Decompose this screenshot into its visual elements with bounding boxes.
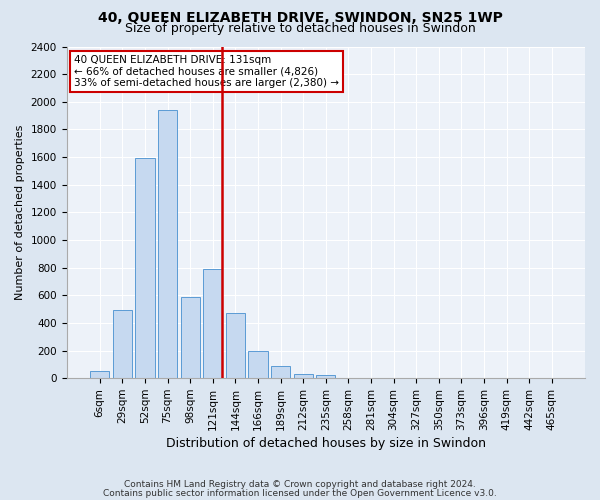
Bar: [248, 352, 268, 378]
Text: 40, QUEEN ELIZABETH DRIVE, SWINDON, SN25 1WP: 40, QUEEN ELIZABETH DRIVE, SWINDON, SN25…: [98, 12, 502, 26]
Bar: [271, 366, 290, 378]
Text: Contains HM Land Registry data © Crown copyright and database right 2024.: Contains HM Land Registry data © Crown c…: [124, 480, 476, 489]
Bar: [113, 310, 132, 378]
Bar: [181, 296, 200, 378]
Bar: [203, 269, 223, 378]
Bar: [158, 110, 177, 378]
Text: 40 QUEEN ELIZABETH DRIVE: 131sqm
← 66% of detached houses are smaller (4,826)
33: 40 QUEEN ELIZABETH DRIVE: 131sqm ← 66% o…: [74, 55, 340, 88]
Text: Size of property relative to detached houses in Swindon: Size of property relative to detached ho…: [125, 22, 475, 35]
Bar: [90, 372, 109, 378]
Bar: [293, 374, 313, 378]
Text: Contains public sector information licensed under the Open Government Licence v3: Contains public sector information licen…: [103, 489, 497, 498]
X-axis label: Distribution of detached houses by size in Swindon: Distribution of detached houses by size …: [166, 437, 486, 450]
Bar: [136, 158, 155, 378]
Bar: [226, 313, 245, 378]
Bar: [316, 376, 335, 378]
Y-axis label: Number of detached properties: Number of detached properties: [15, 124, 25, 300]
